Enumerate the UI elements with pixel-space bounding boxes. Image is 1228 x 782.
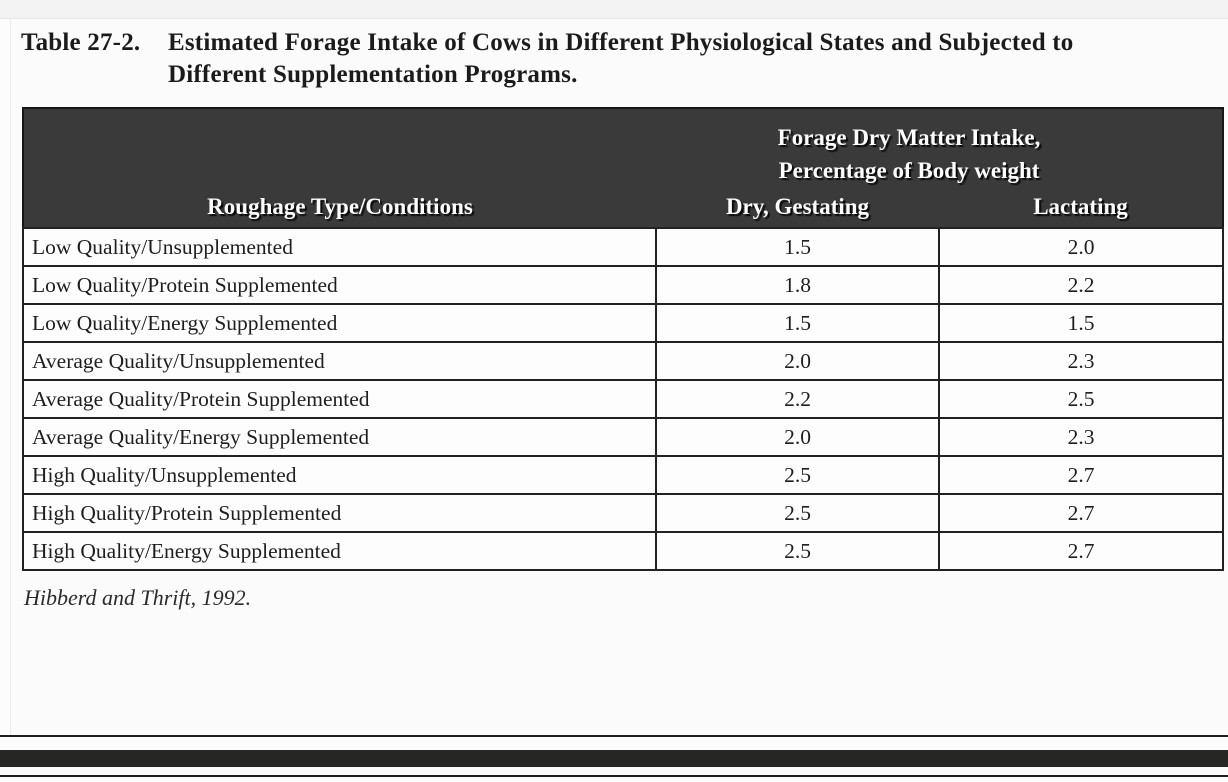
dry-gestating-value: 2.5 xyxy=(655,493,940,533)
column-header-roughage: Roughage Type/Conditions xyxy=(23,190,656,228)
column-header-lactating: Lactating xyxy=(939,190,1223,228)
dry-gestating-value: 2.0 xyxy=(655,341,940,381)
lactating-value: 2.2 xyxy=(938,265,1224,305)
bottom-rule xyxy=(0,775,1228,777)
column-header-row: Roughage Type/Conditions Dry, Gestating … xyxy=(23,190,1223,228)
span-header-line1: Forage Dry Matter Intake, xyxy=(777,124,1041,150)
page-left-edge xyxy=(10,19,11,736)
row-label: Average Quality/Protein Supplemented xyxy=(22,379,657,419)
dry-gestating-value: 1.5 xyxy=(655,227,940,267)
dry-gestating-value: 2.2 xyxy=(655,379,940,419)
page-separator-bar xyxy=(0,750,1228,767)
column-header-dry-gestating: Dry, Gestating xyxy=(656,190,939,228)
dry-gestating-value: 1.5 xyxy=(655,303,940,343)
forage-intake-table: Forage Dry Matter Intake, Percentage of … xyxy=(22,107,1224,571)
row-label: High Quality/Energy Supplemented xyxy=(22,531,657,571)
lactating-value: 2.7 xyxy=(938,455,1224,495)
table-title-line2: Different Supplementation Programs. xyxy=(168,61,578,88)
table-row: High Quality/Protein Supplemented 2.5 2.… xyxy=(22,493,1224,533)
lactating-value: 2.3 xyxy=(938,341,1224,381)
table-row: High Quality/Energy Supplemented 2.5 2.7 xyxy=(22,531,1224,571)
viewer-top-strip xyxy=(0,0,1228,19)
dry-gestating-value: 1.8 xyxy=(655,265,940,305)
table-row: Average Quality/Unsupplemented 2.0 2.3 xyxy=(22,341,1224,381)
lactating-value: 2.0 xyxy=(938,227,1224,267)
lactating-value: 1.5 xyxy=(938,303,1224,343)
dry-gestating-value: 2.5 xyxy=(655,455,940,495)
row-label: High Quality/Unsupplemented xyxy=(22,455,657,495)
table-row: High Quality/Unsupplemented 2.5 2.7 xyxy=(22,455,1224,495)
lactating-value: 2.7 xyxy=(938,493,1224,533)
row-label: High Quality/Protein Supplemented xyxy=(22,493,657,533)
table-title-line1: Estimated Forage Intake of Cows in Diffe… xyxy=(168,29,1074,56)
table-row: Low Quality/Protein Supplemented 1.8 2.2 xyxy=(22,265,1224,305)
table-row: Average Quality/Protein Supplemented 2.2… xyxy=(22,379,1224,419)
table-row: Average Quality/Energy Supplemented 2.0 … xyxy=(22,417,1224,457)
row-label: Average Quality/Energy Supplemented xyxy=(22,417,657,457)
row-label: Average Quality/Unsupplemented xyxy=(22,341,657,381)
table-row: Low Quality/Unsupplemented 1.5 2.0 xyxy=(22,227,1224,267)
source-citation: Hibberd and Thrift, 1992. xyxy=(24,585,252,610)
row-label: Low Quality/Protein Supplemented xyxy=(22,265,657,305)
span-header-line2: Percentage of Body weight xyxy=(778,157,1040,183)
dry-gestating-value: 2.0 xyxy=(655,417,940,457)
table-title: Table 27-2. Estimated Forage Intake of C… xyxy=(21,27,1216,91)
span-header-spacer xyxy=(23,108,656,190)
span-header-row: Forage Dry Matter Intake, Percentage of … xyxy=(23,108,1223,190)
table-row: Low Quality/Energy Supplemented 1.5 1.5 xyxy=(22,303,1224,343)
row-label: Low Quality/Energy Supplemented xyxy=(22,303,657,343)
lactating-value: 2.5 xyxy=(938,379,1224,419)
table-header: Forage Dry Matter Intake, Percentage of … xyxy=(23,108,1223,228)
table-number-label: Table 27-2. xyxy=(21,29,141,56)
lactating-value: 2.3 xyxy=(938,417,1224,457)
lactating-value: 2.7 xyxy=(938,531,1224,571)
page-bottom-rule xyxy=(0,735,1228,737)
dry-gestating-value: 2.5 xyxy=(655,531,940,571)
span-header-cell: Forage Dry Matter Intake, Percentage of … xyxy=(656,108,1223,190)
table-body: Low Quality/Unsupplemented 1.5 2.0 Low Q… xyxy=(22,227,1224,571)
row-label: Low Quality/Unsupplemented xyxy=(22,227,657,267)
